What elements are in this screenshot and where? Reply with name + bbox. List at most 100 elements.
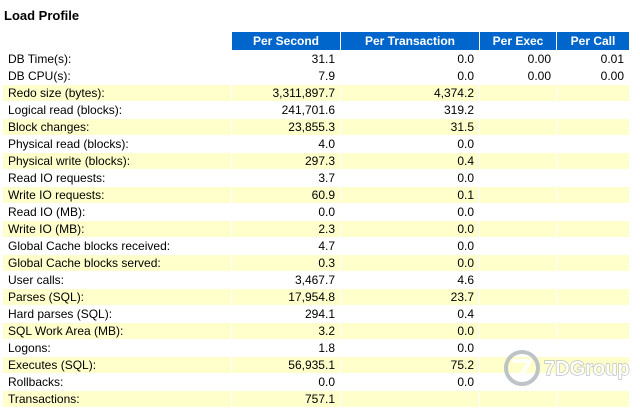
row-value-per-transaction: 0.0 [341,204,479,220]
row-label: DB CPU(s): [3,68,231,84]
row-value-per-exec [480,136,556,152]
row-label: SQL Work Area (MB): [3,323,231,339]
row-label: Physical read (blocks): [3,136,231,152]
row-value-per-transaction: 319.2 [341,102,479,118]
row-value-per-call [557,153,629,169]
row-value-per-second: 3.7 [232,170,340,186]
header-per-exec: Per Exec [480,32,556,50]
row-value-per-transaction: 0.0 [341,255,479,271]
page-title: Load Profile [2,2,638,31]
row-value-per-second: 3.2 [232,323,340,339]
header-per-second: Per Second [232,32,340,50]
row-value-per-call [557,391,629,407]
row-value-per-second: 3,467.7 [232,272,340,288]
row-label: Physical write (blocks): [3,153,231,169]
row-value-per-second: 2.3 [232,221,340,237]
row-value-per-second: 31.1 [232,51,340,67]
row-value-per-second: 60.9 [232,187,340,203]
row-value-per-call [557,187,629,203]
row-value-per-transaction: 0.0 [341,170,479,186]
row-value-per-exec [480,153,556,169]
row-value-per-transaction: 0.0 [341,68,479,84]
row-value-per-exec [480,374,556,390]
row-label: Parses (SQL): [3,289,231,305]
row-value-per-exec [480,204,556,220]
row-value-per-transaction: 4.6 [341,272,479,288]
row-value-per-exec [480,119,556,135]
row-value-per-exec [480,221,556,237]
row-value-per-exec: 0.00 [480,51,556,67]
row-label: Rollbacks: [3,374,231,390]
row-value-per-transaction [341,391,479,407]
row-label: Write IO (MB): [3,221,231,237]
row-label: Logons: [3,340,231,356]
row-value-per-exec [480,170,556,186]
row-value-per-exec [480,357,556,373]
row-label: Redo size (bytes): [3,85,231,101]
table-header-row: Per Second Per Transaction Per Exec Per … [3,32,629,50]
row-value-per-second: 757.1 [232,391,340,407]
row-value-per-exec [480,306,556,322]
row-value-per-call [557,204,629,220]
row-value-per-transaction: 0.0 [341,136,479,152]
row-label: Executes (SQL): [3,357,231,373]
row-label: Hard parses (SQL): [3,306,231,322]
row-value-per-second: 1.8 [232,340,340,356]
row-label: Logical read (blocks): [3,102,231,118]
row-value-per-second: 0.3 [232,255,340,271]
row-label: Read IO (MB): [3,204,231,220]
row-value-per-second: 0.0 [232,204,340,220]
row-value-per-exec [480,187,556,203]
row-value-per-exec [480,85,556,101]
row-value-per-second: 3,311,897.7 [232,85,340,101]
row-value-per-call [557,119,629,135]
row-label: Transactions: [3,391,231,407]
row-value-per-exec: 0.00 [480,68,556,84]
row-value-per-second: 0.0 [232,374,340,390]
row-value-per-call [557,357,629,373]
row-value-per-transaction: 0.0 [341,323,479,339]
row-value-per-exec [480,323,556,339]
row-label: Block changes: [3,119,231,135]
row-value-per-second: 7.9 [232,68,340,84]
row-value-per-call [557,323,629,339]
row-label: Global Cache blocks received: [3,238,231,254]
row-value-per-call [557,85,629,101]
row-value-per-second: 4.0 [232,136,340,152]
row-value-per-transaction: 0.1 [341,187,479,203]
row-value-per-exec [480,391,556,407]
row-value-per-second: 294.1 [232,306,340,322]
row-value-per-call [557,136,629,152]
row-value-per-exec [480,289,556,305]
header-blank-cell [3,32,231,50]
row-value-per-transaction: 0.4 [341,153,479,169]
row-value-per-call [557,221,629,237]
row-value-per-call [557,306,629,322]
row-value-per-call [557,102,629,118]
row-value-per-transaction: 4,374.2 [341,85,479,101]
row-value-per-call [557,340,629,356]
row-value-per-call [557,170,629,186]
header-per-call: Per Call [557,32,629,50]
row-value-per-transaction: 0.0 [341,340,479,356]
row-label: User calls: [3,272,231,288]
row-value-per-transaction: 0.0 [341,374,479,390]
row-value-per-transaction: 23.7 [341,289,479,305]
row-value-per-call [557,255,629,271]
row-value-per-transaction: 0.0 [341,51,479,67]
row-label: Global Cache blocks served: [3,255,231,271]
row-value-per-transaction: 0.4 [341,306,479,322]
